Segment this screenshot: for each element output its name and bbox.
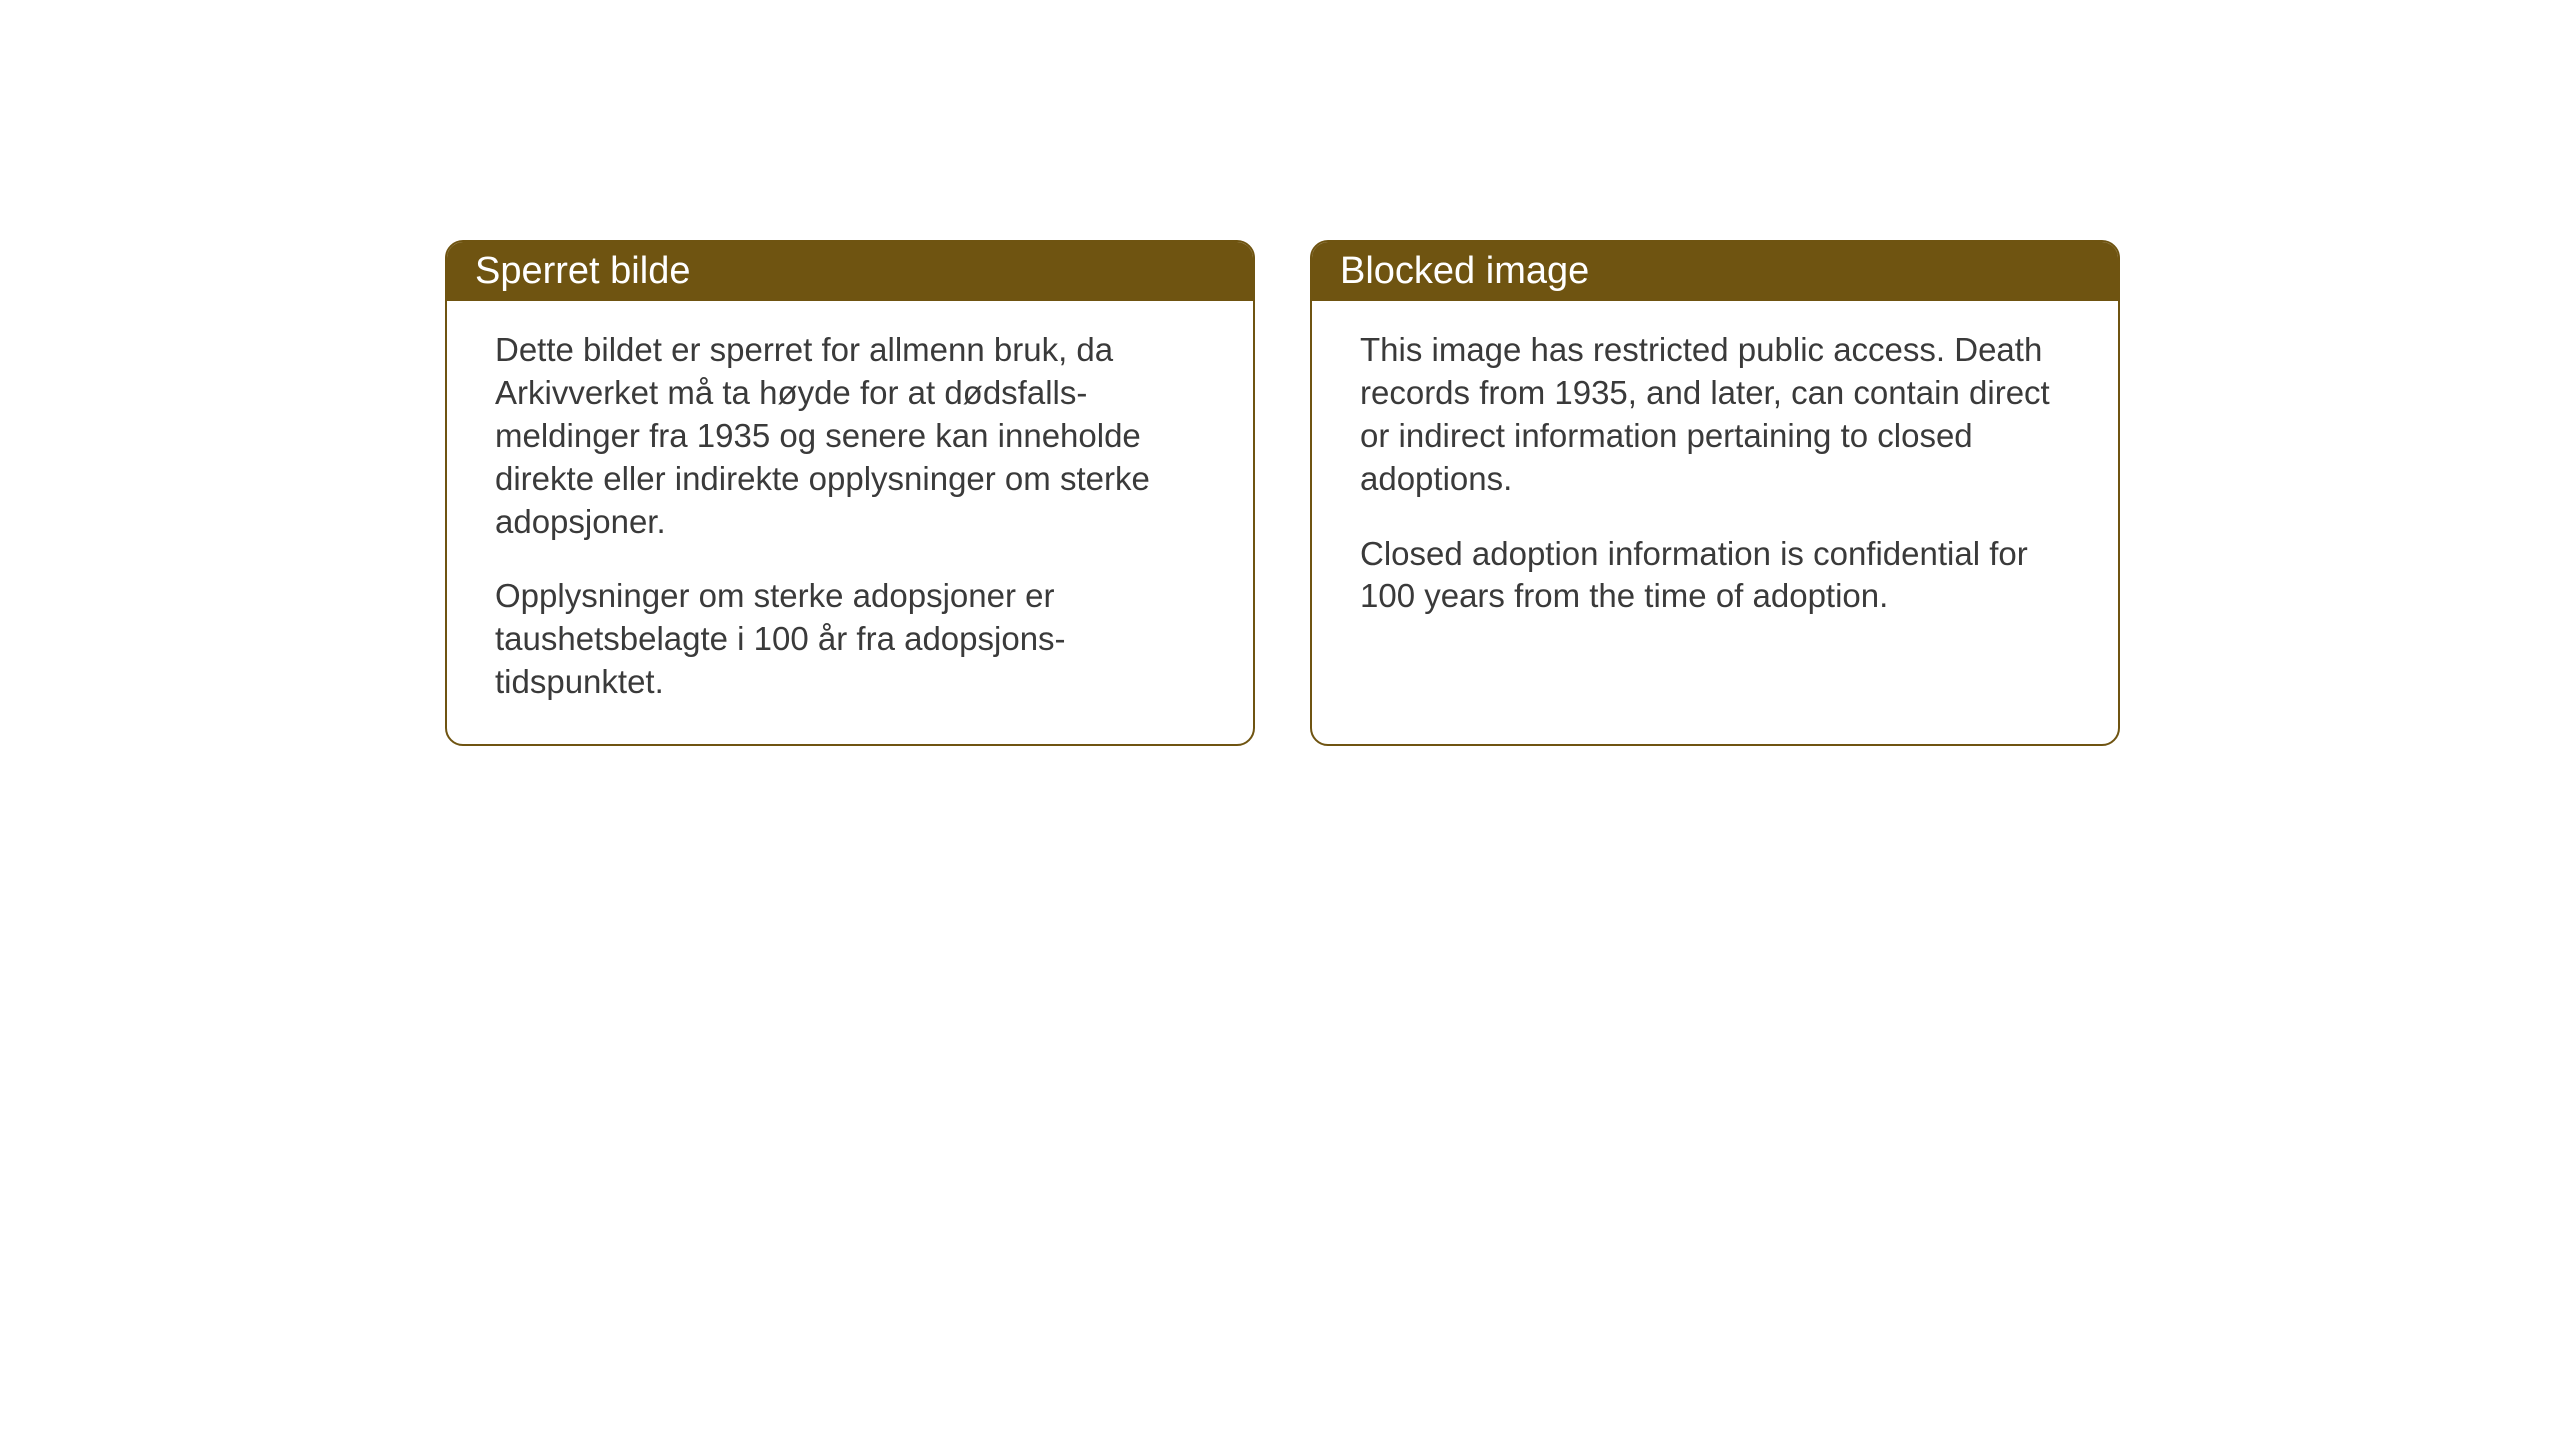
english-card-body: This image has restricted public access.… xyxy=(1312,301,2118,658)
english-card: Blocked image This image has restricted … xyxy=(1310,240,2120,746)
norwegian-card-body: Dette bildet er sperret for allmenn bruk… xyxy=(447,301,1253,744)
norwegian-card: Sperret bilde Dette bildet er sperret fo… xyxy=(445,240,1255,746)
english-paragraph-2: Closed adoption information is confident… xyxy=(1360,533,2070,619)
english-paragraph-1: This image has restricted public access.… xyxy=(1360,329,2070,501)
cards-container: Sperret bilde Dette bildet er sperret fo… xyxy=(445,240,2120,746)
english-card-title: Blocked image xyxy=(1312,242,2118,301)
norwegian-paragraph-1: Dette bildet er sperret for allmenn bruk… xyxy=(495,329,1205,543)
norwegian-card-title: Sperret bilde xyxy=(447,242,1253,301)
norwegian-paragraph-2: Opplysninger om sterke adopsjoner er tau… xyxy=(495,575,1205,704)
